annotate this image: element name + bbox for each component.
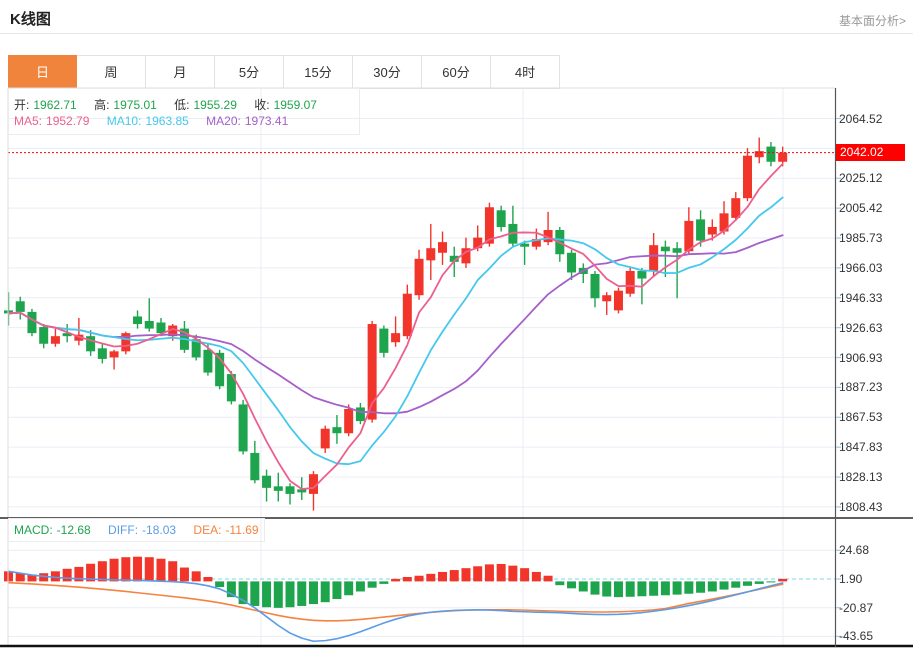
current-price-tag: 2042.02: [836, 144, 905, 161]
axis-label: 2064.52: [839, 111, 883, 126]
axis-label: 1828.13: [839, 470, 883, 485]
period-tab-bar: 日 周 月 5分 15分 30分 60分 4时: [8, 55, 560, 89]
macd-value: -12.68: [56, 523, 91, 537]
ohlc-legend-box: [8, 88, 360, 135]
axis-label: -43.65: [839, 629, 874, 644]
axis-label: 2005.42: [839, 201, 883, 216]
dea-value: -11.69: [225, 523, 259, 537]
high-label: 高:: [94, 98, 110, 112]
axis-label: 1926.63: [839, 320, 883, 335]
macd-legend-box: [8, 518, 265, 542]
close-value: 1959.07: [273, 98, 317, 112]
axis-label: -20.87: [839, 600, 874, 615]
tab-60min[interactable]: 60分: [422, 55, 491, 89]
axis-label: 1985.73: [839, 230, 883, 245]
page-title: K线图: [10, 11, 51, 28]
macd-legend: MACD: -12.68 DIFF: -18.03 DEA: -11.69: [14, 523, 263, 537]
open-value: 1962.71: [33, 98, 77, 112]
tab-month[interactable]: 月: [146, 55, 215, 89]
axis-label: 1867.53: [839, 410, 883, 425]
axis-label: 1906.93: [839, 350, 883, 365]
axis-label: 1946.33: [839, 290, 883, 305]
axis-label: 2025.12: [839, 171, 883, 186]
open-label: 开:: [14, 98, 30, 112]
ma10-label: MA10:: [106, 114, 142, 128]
diff-label: DIFF:: [108, 523, 139, 537]
fundamental-analysis-link[interactable]: 基本面分析>: [838, 14, 906, 28]
low-label: 低:: [174, 98, 190, 112]
axis-label: 1966.03: [839, 260, 883, 275]
close-label: 收:: [254, 98, 270, 112]
ohlc-legend: 开: 1962.71 高: 1975.01 低: 1955.29 收: 1959.07: [14, 96, 321, 113]
axis-label: 1.90: [839, 572, 863, 586]
dea-label: DEA:: [193, 523, 222, 537]
ma20-value: 1973.41: [244, 114, 289, 128]
axis-label: 1808.43: [839, 499, 883, 514]
macd-label: MACD:: [14, 523, 53, 537]
axis-label: 1887.23: [839, 380, 883, 395]
diff-value: -18.03: [142, 523, 177, 537]
axis-label: 24.68: [839, 543, 870, 558]
low-value: 1955.29: [193, 98, 237, 112]
ma5-label: MA5:: [14, 114, 43, 128]
ma-legend: MA5: 1952.79 MA10: 1963.85 MA20: 1973.41: [14, 114, 292, 128]
high-value: 1975.01: [113, 98, 157, 112]
tab-day[interactable]: 日: [8, 55, 77, 89]
tab-5min[interactable]: 5分: [215, 55, 284, 89]
title-bar: K线图 基本面分析>: [0, 0, 913, 34]
axis-label: 1847.83: [839, 440, 883, 455]
ma10-value: 1963.85: [145, 114, 189, 128]
ma20-label: MA20:: [206, 114, 241, 128]
tab-30min[interactable]: 30分: [353, 55, 422, 89]
ma5-value: 1952.79: [46, 114, 90, 128]
